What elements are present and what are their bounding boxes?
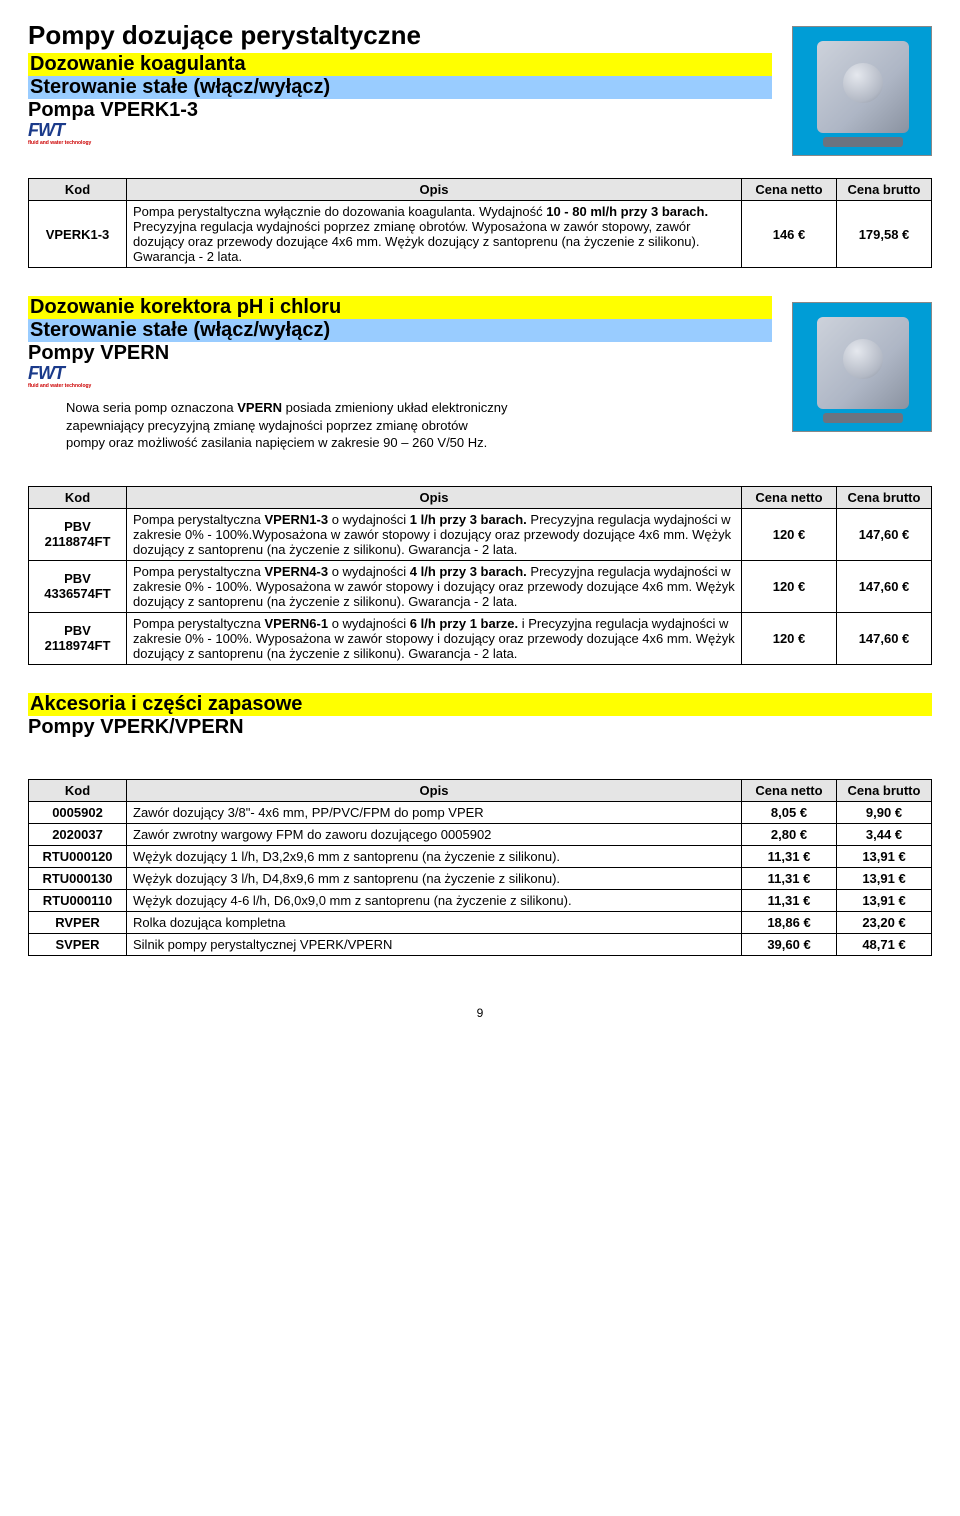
- table-row: PBV 2118874FTPompa perystaltyczna VPERN1…: [29, 508, 932, 560]
- cell-brutto: 9,90 €: [837, 801, 932, 823]
- cell-brutto: 3,44 €: [837, 823, 932, 845]
- th-net: Cena netto: [742, 779, 837, 801]
- section2-desc: Nowa seria pomp oznaczona VPERN posiada …: [66, 399, 676, 452]
- th-brut: Cena brutto: [837, 486, 932, 508]
- table-row: 2020037Zawór zwrotny wargowy FPM do zawo…: [29, 823, 932, 845]
- cell-kod: 0005902: [29, 801, 127, 823]
- cell-netto: 8,05 €: [742, 801, 837, 823]
- table-row: RVPERRolka dozująca kompletna18,86 €23,2…: [29, 911, 932, 933]
- cell-kod: RTU000110: [29, 889, 127, 911]
- table-accessories: Kod Opis Cena netto Cena brutto 0005902Z…: [28, 779, 932, 956]
- cell-netto: 120 €: [742, 508, 837, 560]
- cell-netto: 120 €: [742, 560, 837, 612]
- section1-blue: Sterowanie stałe (włącz/wyłącz): [28, 76, 772, 99]
- section2-name: Pompy VPERN: [28, 342, 772, 365]
- cell-brutto: 13,91 €: [837, 889, 932, 911]
- pump-image-2: [792, 302, 932, 432]
- cell-kod: PBV 2118874FT: [29, 508, 127, 560]
- table-row: SVPERSilnik pompy perystaltycznej VPERK/…: [29, 933, 932, 955]
- cell-brutto: 23,20 €: [837, 911, 932, 933]
- section1-name: Pompa VPERK1-3: [28, 99, 772, 122]
- page-number: 9: [28, 1006, 932, 1020]
- cell-netto: 146 €: [742, 201, 837, 268]
- table-row: PBV 4336574FTPompa perystaltyczna VPERN4…: [29, 560, 932, 612]
- cell-opis: Pompa perystaltyczna VPERN6-1 o wydajnoś…: [127, 612, 742, 664]
- cell-netto: 11,31 €: [742, 889, 837, 911]
- cell-kod: SVPER: [29, 933, 127, 955]
- cell-brutto: 147,60 €: [837, 508, 932, 560]
- cell-netto: 11,31 €: [742, 867, 837, 889]
- cell-opis: Wężyk dozujący 3 l/h, D4,8x9,6 mm z sant…: [127, 867, 742, 889]
- table-row: VPERK1-3 Pompa perystaltyczna wyłącznie …: [29, 201, 932, 268]
- th-opis: Opis: [127, 779, 742, 801]
- th-kod: Kod: [29, 779, 127, 801]
- cell-opis: Pompa perystaltyczna wyłącznie do dozowa…: [127, 201, 742, 268]
- section3-name: Pompy VPERK/VPERN: [28, 716, 932, 739]
- cell-netto: 18,86 €: [742, 911, 837, 933]
- section2-yellow: Dozowanie korektora pH i chloru: [28, 296, 772, 319]
- th-net: Cena netto: [742, 486, 837, 508]
- cell-kod: VPERK1-3: [29, 201, 127, 268]
- table-row: PBV 2118974FTPompa perystaltyczna VPERN6…: [29, 612, 932, 664]
- th-kod: Kod: [29, 179, 127, 201]
- cell-opis: Zawór zwrotny wargowy FPM do zaworu dozu…: [127, 823, 742, 845]
- th-kod: Kod: [29, 486, 127, 508]
- th-brut: Cena brutto: [837, 179, 932, 201]
- cell-opis: Pompa perystaltyczna VPERN4-3 o wydajnoś…: [127, 560, 742, 612]
- cell-kod: PBV 2118974FT: [29, 612, 127, 664]
- cell-kod: PBV 4336574FT: [29, 560, 127, 612]
- cell-opis: Zawór dozujący 3/8"- 4x6 mm, PP/PVC/FPM …: [127, 801, 742, 823]
- cell-netto: 120 €: [742, 612, 837, 664]
- section3-yellow: Akcesoria i części zapasowe: [28, 693, 932, 716]
- section1-yellow: Dozowanie koagulanta: [28, 53, 772, 76]
- cell-netto: 11,31 €: [742, 845, 837, 867]
- th-brut: Cena brutto: [837, 779, 932, 801]
- pump-image-1: [792, 26, 932, 156]
- table-row: RTU000110Wężyk dozujący 4-6 l/h, D6,0x9,…: [29, 889, 932, 911]
- th-opis: Opis: [127, 179, 742, 201]
- cell-brutto: 147,60 €: [837, 612, 932, 664]
- cell-opis: Rolka dozująca kompletna: [127, 911, 742, 933]
- cell-brutto: 13,91 €: [837, 845, 932, 867]
- table-vpern: Kod Opis Cena netto Cena brutto PBV 2118…: [28, 486, 932, 665]
- table-row: 0005902Zawór dozujący 3/8"- 4x6 mm, PP/P…: [29, 801, 932, 823]
- page-title: Pompy dozujące perystaltyczne: [28, 20, 772, 51]
- table-vperk: Kod Opis Cena netto Cena brutto VPERK1-3…: [28, 178, 932, 268]
- cell-kod: RTU000120: [29, 845, 127, 867]
- cell-kod: RTU000130: [29, 867, 127, 889]
- cell-brutto: 13,91 €: [837, 867, 932, 889]
- cell-opis: Silnik pompy perystaltycznej VPERK/VPERN: [127, 933, 742, 955]
- fwt-logo: FWT fluid and water technology: [28, 365, 772, 389]
- cell-opis: Wężyk dozujący 1 l/h, D3,2x9,6 mm z sant…: [127, 845, 742, 867]
- table-row: RTU000130Wężyk dozujący 3 l/h, D4,8x9,6 …: [29, 867, 932, 889]
- fwt-logo: FWT fluid and water technology: [28, 122, 772, 146]
- cell-netto: 2,80 €: [742, 823, 837, 845]
- th-opis: Opis: [127, 486, 742, 508]
- cell-brutto: 179,58 €: [837, 201, 932, 268]
- cell-brutto: 147,60 €: [837, 560, 932, 612]
- table-row: RTU000120Wężyk dozujący 1 l/h, D3,2x9,6 …: [29, 845, 932, 867]
- cell-brutto: 48,71 €: [837, 933, 932, 955]
- cell-opis: Pompa perystaltyczna VPERN1-3 o wydajnoś…: [127, 508, 742, 560]
- section2-blue: Sterowanie stałe (włącz/wyłącz): [28, 319, 772, 342]
- cell-kod: 2020037: [29, 823, 127, 845]
- cell-netto: 39,60 €: [742, 933, 837, 955]
- th-net: Cena netto: [742, 179, 837, 201]
- cell-opis: Wężyk dozujący 4-6 l/h, D6,0x9,0 mm z sa…: [127, 889, 742, 911]
- cell-kod: RVPER: [29, 911, 127, 933]
